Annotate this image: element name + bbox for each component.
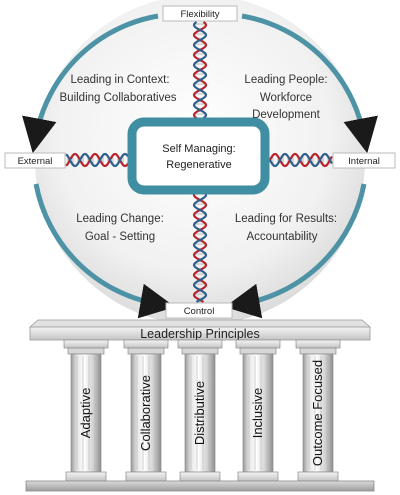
quadrant-top-left-line1: Leading in Context: — [70, 74, 169, 86]
arrow-bottom-right — [224, 183, 367, 319]
arrow-bottom-left — [33, 183, 176, 319]
arrow-top-right — [241, 13, 378, 154]
tag-external-label: External — [18, 156, 53, 167]
tag-control: Control — [165, 302, 233, 319]
pillar-shaft — [70, 353, 102, 473]
pillar-shaft — [130, 353, 162, 473]
pillar-capital-neck — [299, 347, 337, 355]
arrow-top-left — [22, 13, 159, 154]
dna-strand-red — [65, 152, 129, 168]
dna-strand-blue — [192, 193, 208, 303]
tag-flexibility-label: Flexibility — [180, 9, 219, 20]
pillar-capital-neck — [127, 347, 165, 355]
pillar-shaft — [184, 353, 216, 473]
dna-helix-horizontal — [65, 152, 333, 168]
tag-internal: Internal — [332, 152, 396, 169]
dna-strand-blue — [269, 152, 333, 168]
pillar-capital-neck — [239, 347, 277, 355]
pillar-capital — [63, 339, 109, 349]
pillar: Outcome Focused — [295, 339, 341, 482]
quadrant-top-left-line2: Building Collaboratives — [60, 92, 177, 104]
pillars: Adaptive Collaborative Distributive Inclusi… — [63, 339, 341, 482]
dna-strand-blue — [65, 152, 129, 168]
pillar-base — [179, 471, 221, 482]
pillar: Collaborative — [123, 339, 169, 482]
pillar-label: Distributive — [192, 381, 207, 445]
quadrant-top-right-line1: Leading People: — [244, 74, 327, 86]
pillar-base — [125, 471, 167, 482]
pillar-label: Outcome Focused — [310, 360, 325, 466]
roof-slab — [28, 319, 372, 328]
cycle-arrows — [22, 13, 378, 319]
center-box: Self Managing: Regenerative — [127, 117, 270, 195]
pillar-capital — [177, 339, 223, 349]
quadrant-bottom-right-line1: Leading for Results: — [235, 213, 337, 225]
quadrant-bottom-left-line2: Goal - Setting — [85, 231, 155, 243]
dna-strand-blue — [192, 21, 208, 119]
pillar-capital-neck — [67, 347, 105, 355]
pillar-label: Adaptive — [78, 388, 93, 439]
center-label-line1: Self Managing: — [162, 143, 235, 155]
quadrant-bottom-right: Leading for Results: Accountability — [235, 213, 337, 243]
temple-base — [25, 480, 375, 492]
quadrant-bottom-right-line2: Accountability — [247, 231, 318, 243]
pillar-base — [65, 471, 107, 482]
pillar-capital — [123, 339, 169, 349]
pillar: Adaptive — [63, 339, 109, 482]
pillar-base — [297, 471, 339, 482]
pillar-label: Collaborative — [138, 375, 153, 451]
tag-control-label: Control — [184, 306, 215, 317]
quadrant-top-right-line3: Development — [252, 109, 321, 121]
quadrant-bottom-left: Leading Change: Goal - Setting — [76, 213, 164, 243]
pillar: Distributive — [177, 339, 223, 482]
pillar: Inclusive — [235, 339, 281, 482]
tag-flexibility: Flexibility — [162, 5, 238, 22]
principles-temple: Leadership Principles Adaptive Collaborat… — [25, 319, 375, 492]
pillar-shaft — [242, 353, 274, 473]
pillar-base — [237, 471, 279, 482]
tag-external: External — [4, 152, 66, 169]
quadrant-top-right-line2: Workforce — [260, 92, 312, 104]
quadrant-bottom-left-line1: Leading Change: — [76, 213, 164, 225]
tag-internal-label: Internal — [348, 156, 380, 167]
pillar-capital — [295, 339, 341, 349]
quadrant-top-left: Leading in Context: Building Collaborati… — [60, 74, 177, 104]
center-label-line2: Regenerative — [166, 159, 231, 171]
pillar-label: Inclusive — [250, 388, 265, 439]
dna-helix-vertical — [192, 21, 208, 303]
pillar-capital-neck — [181, 347, 219, 355]
quadrant-top-right: Leading People: Workforce Development — [244, 74, 327, 121]
principles-title: Leadership Principles — [140, 327, 260, 341]
pillar-capital — [235, 339, 281, 349]
dna-strand-red — [192, 193, 208, 303]
